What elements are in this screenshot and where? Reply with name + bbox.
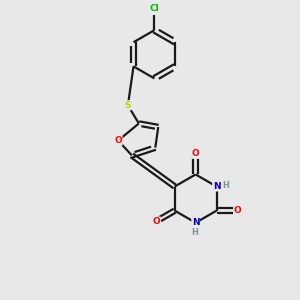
Text: O: O xyxy=(192,149,200,158)
Text: N: N xyxy=(192,218,200,227)
Text: O: O xyxy=(234,206,241,215)
Text: O: O xyxy=(114,136,122,145)
Text: Cl: Cl xyxy=(149,4,159,14)
Text: O: O xyxy=(153,217,160,226)
Text: S: S xyxy=(125,101,131,110)
Text: H: H xyxy=(192,228,199,237)
Text: H: H xyxy=(223,181,230,190)
Text: N: N xyxy=(213,182,220,191)
